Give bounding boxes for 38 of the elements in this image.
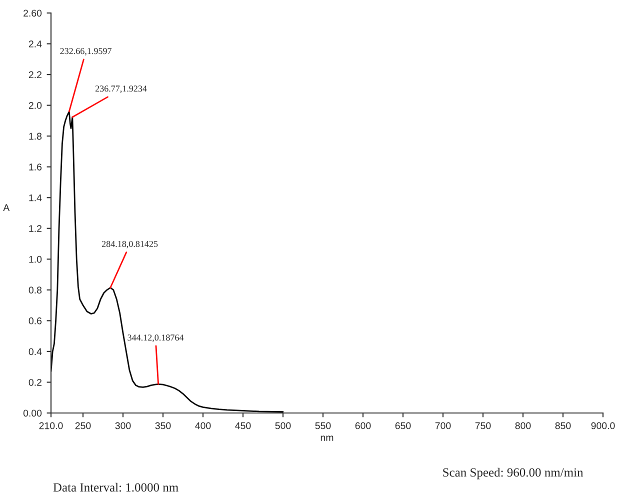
y-tick-label: 1.6	[29, 164, 42, 170]
y-tick-label: 1.2	[29, 225, 42, 232]
y-tick-label: 0.00	[23, 410, 42, 417]
x-tick-label: 350	[155, 422, 171, 430]
x-tick-label: 500	[275, 422, 291, 430]
annotation: 344.12,0.18764	[128, 334, 184, 342]
y-tick-label: 1.0	[29, 256, 42, 263]
text: Data Interval: 1.0000 nm	[53, 482, 178, 492]
y-tick-label: 2.2	[28, 71, 42, 78]
x-tick-label: 400	[195, 422, 211, 430]
annotation: 236.77,1.9234	[95, 86, 147, 93]
text: Scan Speed: 960.00 nm/min	[443, 468, 584, 480]
line-series	[51, 110, 284, 412]
y-tick-label: 0.8	[28, 286, 42, 294]
x-tick-label: 450	[235, 422, 251, 430]
x-tick-label: 800	[515, 422, 531, 430]
x-tick-label: 700	[435, 422, 451, 430]
x-tick-label: 650	[395, 422, 411, 430]
x-axis-title: nm	[320, 436, 334, 441]
annotation: 232.66,1.9597	[60, 48, 112, 56]
y-tick-label: 0.6	[28, 317, 42, 324]
y-axis-title: A	[3, 204, 10, 211]
x-tick-label: 550	[315, 422, 331, 430]
y-tick-label: 2.0	[28, 102, 42, 109]
x-tick-label: 600	[355, 422, 371, 430]
y-tick-label: 0.2	[28, 378, 42, 386]
y-tick-label: 1.4	[29, 194, 42, 202]
x-tick-label: 900.0	[591, 422, 615, 430]
x-tick-label: 210.0	[39, 422, 63, 430]
y-tick-label: 2.60	[24, 10, 42, 17]
x-tick-label: 300	[115, 422, 131, 430]
y-tick-label: 1.8	[29, 132, 42, 140]
x-tick-label: 250	[75, 422, 91, 430]
x-tick-label: 750	[475, 422, 491, 430]
x-tick-label: 850	[555, 422, 571, 430]
annotation: 284.18,0.81425	[102, 240, 158, 248]
y-tick-label: 0.4	[28, 348, 42, 356]
y-tick-label: 2.4	[28, 40, 42, 48]
